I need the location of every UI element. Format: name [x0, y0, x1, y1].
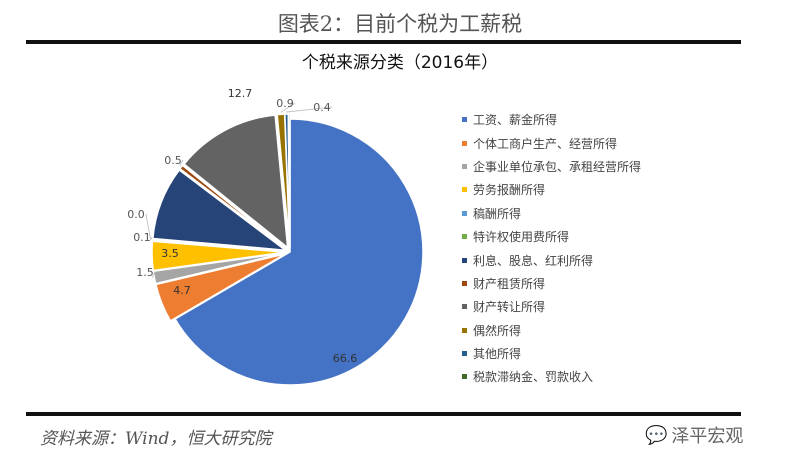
leader-line — [280, 102, 296, 113]
legend-item: 税款滞纳金、罚款收入 — [462, 365, 641, 388]
pie-slice — [152, 168, 288, 252]
leader-line — [179, 159, 184, 167]
pie-slice — [152, 239, 286, 253]
wechat-icon: 💬 — [645, 424, 668, 446]
legend-item: 财产租赁所得 — [462, 272, 641, 295]
legend-item: 特许权使用费所得 — [462, 225, 641, 248]
pie-slice — [174, 118, 424, 386]
data-label: 12.7 — [228, 87, 253, 100]
legend-swatch — [462, 257, 467, 263]
data-label: 4.7 — [173, 284, 191, 297]
data-label: 0.1 — [133, 231, 151, 244]
legend-swatch — [462, 304, 467, 310]
legend-item: 其他所得 — [462, 342, 641, 365]
legend-swatch — [462, 234, 467, 240]
data-label: 1.5 — [136, 266, 154, 279]
data-label: 0.5 — [164, 154, 182, 167]
pie-slice — [178, 164, 287, 250]
pie-slice — [155, 253, 286, 322]
legend-item: 稿酬所得 — [462, 202, 641, 225]
legend-label: 税款滞纳金、罚款收入 — [473, 370, 594, 385]
legend-item: 利息、股息、红利所得 — [462, 248, 641, 271]
pie-slice — [183, 114, 289, 250]
legend-label: 个体工商户生产、经营所得 — [473, 136, 618, 151]
legend-item: 财产转让所得 — [462, 295, 641, 318]
legend-swatch — [462, 374, 467, 380]
legend-label: 劳务报酬所得 — [473, 183, 546, 198]
bottom-rule — [26, 412, 741, 416]
watermark-text: 泽平宏观 — [671, 426, 744, 447]
legend-swatch — [462, 163, 467, 169]
legend-label: 其他所得 — [473, 347, 522, 362]
legend-label: 稿酬所得 — [473, 206, 522, 221]
legend-swatch — [462, 280, 467, 286]
legend-swatch — [462, 117, 467, 123]
leader-line — [286, 106, 333, 113]
legend-label: 特许权使用费所得 — [473, 230, 570, 245]
legend-swatch — [462, 210, 467, 216]
watermark: 💬 泽平宏观 — [645, 422, 743, 448]
legend-label: 企事业单位承包、承租经营所得 — [473, 159, 642, 174]
legend: 工资、薪金所得个体工商户生产、经营所得企事业单位承包、承租经营所得 劳务报酬所得稿… — [462, 108, 641, 389]
top-rule — [26, 40, 741, 44]
leader-line — [152, 271, 156, 278]
legend-swatch — [462, 187, 467, 193]
leader-line — [145, 213, 151, 240]
legend-item: 企事业单位承包、承租经营所得 — [462, 155, 641, 178]
legend-swatch — [462, 351, 467, 357]
data-label: 0.0 — [127, 208, 145, 221]
legend-label: 偶然所得 — [473, 323, 522, 338]
data-label: 0.9 — [276, 97, 294, 110]
legend-item: 劳务报酬所得 — [462, 178, 641, 201]
figure-title: 图表2：目前个税为工薪税 — [277, 12, 523, 36]
legend-item: 个体工商户生产、经营所得 — [462, 131, 641, 154]
legend-label: 工资、薪金所得 — [473, 113, 558, 128]
data-label: 0.4 — [313, 101, 331, 114]
legend-label: 财产转让所得 — [473, 300, 546, 315]
data-label: 66.6 — [333, 352, 358, 365]
legend-label: 利息、股息、红利所得 — [473, 253, 594, 268]
pie-slice — [152, 252, 286, 285]
chart-title: 个税来源分类（2016年） — [301, 53, 499, 73]
legend-swatch — [462, 327, 467, 333]
pie-slice — [287, 113, 291, 248]
data-label: 3.5 — [161, 247, 179, 260]
source-note: 资料来源：Wind，恒大研究院 — [40, 429, 272, 449]
legend-label: 财产租赁所得 — [473, 276, 546, 291]
legend-item: 工资、薪金所得 — [462, 108, 641, 131]
legend-item: 偶然所得 — [462, 319, 641, 342]
legend-swatch — [462, 140, 467, 146]
